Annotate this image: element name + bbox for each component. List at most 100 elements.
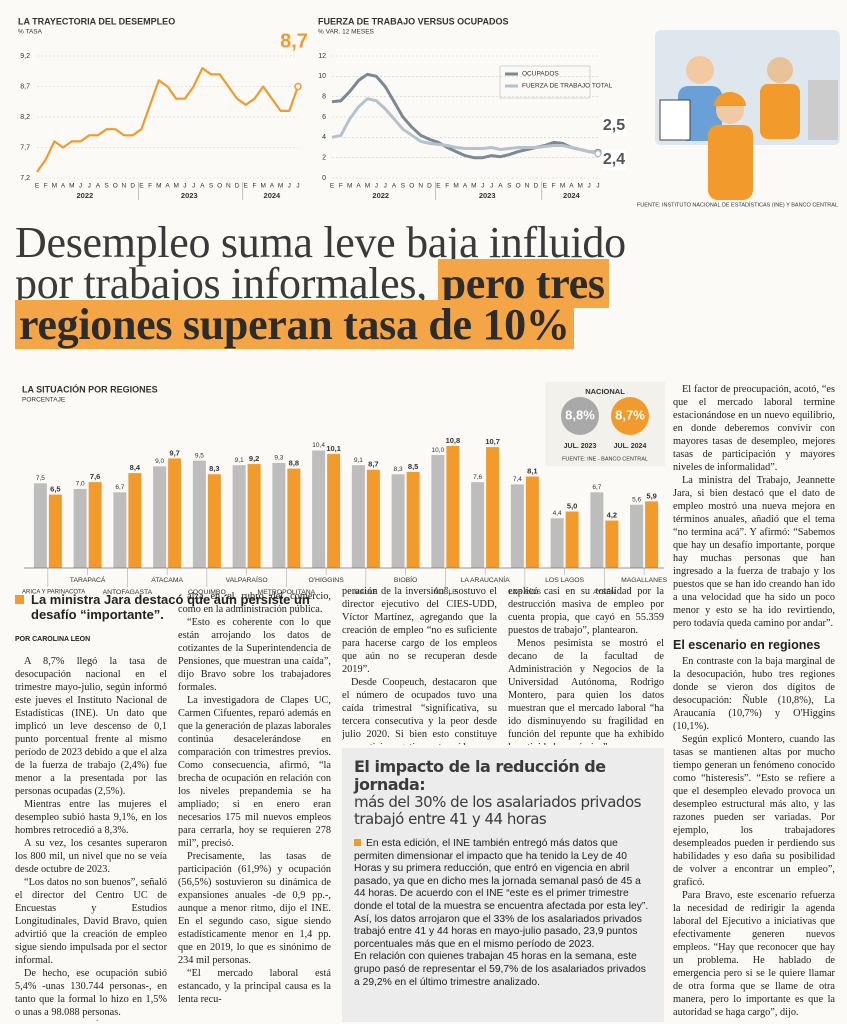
paragraph: Para Bravo, este escenario refuerza la n… [673,890,835,1018]
value-label: 4,4 [553,510,562,517]
paragraph: A 8,7% llegó la tasa de desocupación nac… [15,656,167,797]
x-tick-label: F [445,183,449,190]
box-paragraph: En esta edición, el INE también entregó … [354,838,652,914]
worker2-body [708,125,753,200]
y-tick-label: 0 [322,175,326,182]
x-tick-label: S [104,183,109,190]
end-label: 2,4 [603,151,625,168]
value-label: 7,6 [473,474,482,481]
x-tick-label: J [490,183,493,190]
year-label: 2022 [372,191,389,200]
rate-circle [561,397,599,435]
x-tick-label: D [534,183,539,190]
x-tick-label: A [392,183,397,190]
bar [391,474,405,568]
box-paragraph: Así, los datos arrojaron que el 33% de l… [354,913,642,950]
value-label: 7,0 [76,481,85,488]
headline: Desempleo suma leve baja influido por tr… [15,222,655,350]
x-tick-label: J [296,183,299,190]
value-label: 10,0 [432,447,445,454]
box-title: El impacto de la reducción de jornada: [354,757,606,794]
bar [431,455,445,568]
chart-subtitle: PORCENTAJE [22,397,66,404]
x-tick-label: N [226,183,231,190]
rate-label: 8,7% [615,407,645,422]
paragraph: “Los datos no son buenos”, señaló el dir… [15,877,167,966]
y-tick-label: 7,2 [20,175,30,182]
value-label: 8,3 [209,464,219,473]
column: El factor de preocupación, acotó, “es qu… [673,383,835,1021]
x-tick-label: J [183,183,186,190]
bar [168,458,182,568]
bar [73,488,87,568]
x-tick-label: M [471,183,476,190]
value-label: 10,8 [446,436,461,445]
x-tick-label: M [52,183,57,190]
value-label: 5,0 [567,502,577,511]
value-label: 9,1 [354,457,363,464]
value-label: 9,1 [235,457,244,464]
hardhat [714,92,746,106]
x-tick-label: D [427,183,432,190]
paragraph: La ministra del Trabajo, Jeannette Jara,… [673,475,835,629]
value-label: 9,2 [249,454,259,463]
board [659,99,691,141]
value-label: 10,4 [312,442,325,449]
category-label: LOS LAGOS [545,577,584,584]
value-label: 8,5 [408,462,418,471]
x-tick-label: F [552,183,556,190]
category-label: COQUIMBO [188,589,226,596]
period-label: JUL. 2024 [614,443,647,450]
legend-box [499,65,591,99]
x-tick-label: D [235,183,240,190]
paragraph: En este contexto fue importante el [15,1019,167,1021]
x-tick-label: J [288,183,291,190]
bar [471,482,485,568]
chart-title: FUERZA DE TRABAJO VERSUS OCUPADOS [318,16,509,26]
y-tick-label: 10 [318,73,326,80]
paragraph: alza en el rubro del comercio, como en l… [178,591,331,615]
year-label: 2022 [77,191,94,200]
x-tick-label: A [569,183,574,190]
paragraph: A su vez, los cesantes superaron los 800… [15,838,167,875]
bar [486,447,500,568]
bar [565,511,579,568]
value-label: 5,9 [646,491,656,500]
x-tick-label: A [96,183,101,190]
year-label: 2023 [479,191,496,200]
bar [232,465,246,568]
paragraph: El factor de preocupación, acotó, “es qu… [673,384,835,473]
category-label: METROPOLITANA [258,589,316,596]
value-label: 4,2 [607,511,617,520]
x-tick-label: A [463,183,468,190]
x-tick-label: J [192,183,195,190]
category-label: ANTOFAGASTA [103,589,153,596]
value-label: 9,7 [169,448,179,457]
value-label: 9,3 [274,455,283,462]
year-label: 2024 [264,191,282,200]
x-tick-label: J [596,183,599,190]
value-label: 8,3 [394,466,403,473]
x-tick-label: M [260,183,265,190]
end-label: 2,5 [603,117,625,134]
legend-label: OCUPADOS [522,71,559,78]
value-label: 7,4 [513,476,522,483]
bar [366,469,380,568]
y-tick-label: 7,7 [20,144,30,151]
source: FUENTE: INE - BANCO CENTRAL [562,456,648,462]
headline-text: Desempleo suma leve baja influido por tr… [15,222,626,308]
value-label: 6,5 [50,485,60,494]
category-label: TARAPACÁ [70,575,106,584]
bar [590,492,604,568]
x-tick-label: E [139,183,144,190]
value-label: 10,1 [326,444,341,453]
bar [207,474,221,568]
bar [113,492,127,568]
y-tick-label: 8 [322,94,326,101]
paragraph: Desde Coopeuch, destacaron que el número… [342,677,497,745]
subhead: El escenario en regiones [673,638,821,652]
bar [525,476,539,568]
bar [630,504,644,568]
x-tick-label: F [339,183,343,190]
value-label: 8,4 [130,463,141,472]
